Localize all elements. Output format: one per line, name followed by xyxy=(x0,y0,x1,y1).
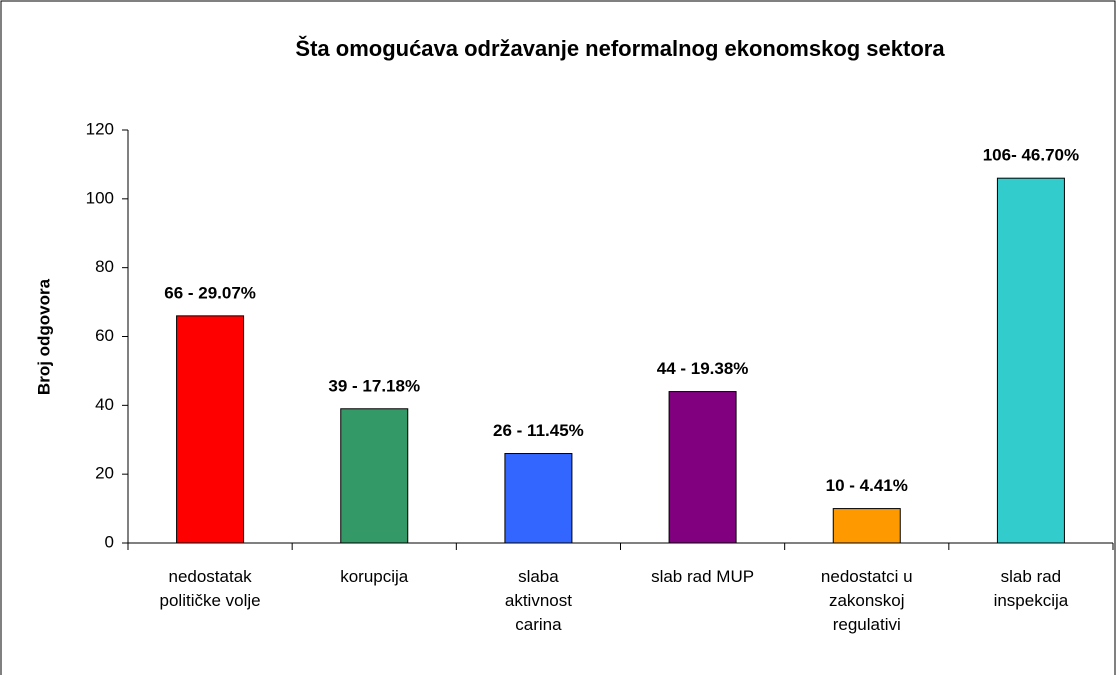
bar xyxy=(176,315,245,544)
y-tick-label: 100 xyxy=(86,188,114,207)
x-tick-label: slaba aktivnost carina xyxy=(504,567,572,634)
bar xyxy=(996,177,1065,544)
y-tick-label: 60 xyxy=(95,326,114,345)
y-axis-label: Broj odgovora xyxy=(34,278,53,395)
bar xyxy=(504,453,573,544)
y-tick-label: 120 xyxy=(86,119,114,138)
x-tick-label: slab rad MUP xyxy=(651,567,755,586)
bar xyxy=(832,508,901,544)
value-label: 66 - 29.07% xyxy=(164,283,256,302)
bar xyxy=(668,391,737,544)
chart-title: Šta omogućava održavanje neformalnog eko… xyxy=(295,36,945,61)
y-tick-label: 0 xyxy=(105,532,114,551)
x-tick-label: slab rad inspekcija xyxy=(993,567,1069,610)
y-tick-label: 80 xyxy=(95,257,114,276)
value-label: 44 - 19.38% xyxy=(657,359,749,378)
y-tick-label: 40 xyxy=(95,395,114,414)
y-tick-label: 20 xyxy=(95,464,114,483)
value-label: 39 - 17.18% xyxy=(328,376,420,395)
bar xyxy=(340,408,409,544)
x-tick-label: korupcija xyxy=(340,567,409,586)
value-label: 10 - 4.41% xyxy=(826,476,908,495)
value-label: 26 - 11.45% xyxy=(493,421,584,440)
value-label: 106- 46.70% xyxy=(983,146,1079,165)
x-tick-label: nedostatci u zakonskoj regulativi xyxy=(820,567,913,634)
x-tick-label: nedostatak političke volje xyxy=(159,567,261,610)
